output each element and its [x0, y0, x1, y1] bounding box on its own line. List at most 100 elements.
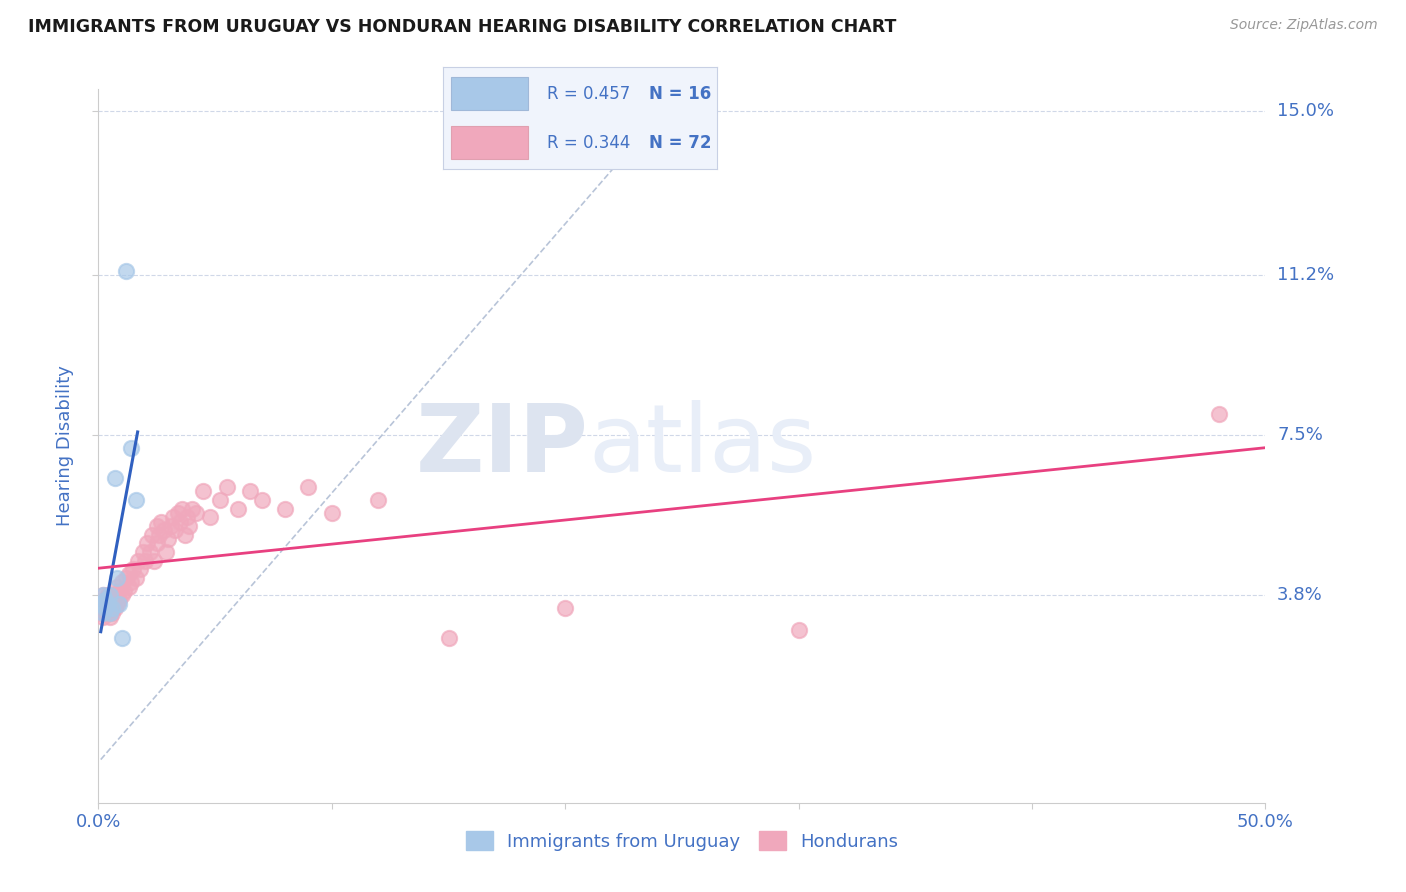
Point — [111, 632, 134, 646]
Point — [228, 501, 250, 516]
Point — [169, 515, 191, 529]
Point — [90, 597, 112, 611]
Point — [297, 480, 319, 494]
Text: 11.2%: 11.2% — [1277, 266, 1334, 285]
Point — [141, 527, 163, 541]
Text: 15.0%: 15.0% — [1277, 102, 1334, 120]
Point — [120, 575, 142, 590]
Point — [105, 571, 128, 585]
Point — [159, 519, 181, 533]
Point — [90, 597, 112, 611]
Point — [172, 501, 194, 516]
Bar — [451, 127, 527, 159]
Point — [143, 553, 166, 567]
Text: ZIP: ZIP — [416, 400, 589, 492]
Point — [91, 588, 114, 602]
Point — [1208, 407, 1230, 421]
Point — [97, 597, 120, 611]
Point — [104, 471, 127, 485]
Point — [179, 519, 201, 533]
Point — [105, 597, 128, 611]
Point — [101, 601, 124, 615]
Point — [193, 484, 215, 499]
Point — [186, 506, 208, 520]
Point — [136, 536, 159, 550]
Point — [148, 527, 170, 541]
Point — [437, 632, 460, 646]
Point — [125, 571, 148, 585]
Text: IMMIGRANTS FROM URUGUAY VS HONDURAN HEARING DISABILITY CORRELATION CHART: IMMIGRANTS FROM URUGUAY VS HONDURAN HEAR… — [28, 18, 897, 36]
Point — [94, 601, 117, 615]
Point — [200, 510, 222, 524]
Point — [215, 480, 238, 494]
Point — [115, 264, 138, 278]
Point — [94, 597, 117, 611]
Point — [150, 515, 173, 529]
Point — [367, 493, 389, 508]
Point — [787, 623, 810, 637]
Point — [155, 545, 177, 559]
Bar — [451, 77, 527, 110]
Point — [98, 601, 121, 615]
Point — [101, 597, 124, 611]
Point — [111, 588, 134, 602]
Point — [165, 524, 187, 538]
Point — [94, 592, 117, 607]
Point — [97, 597, 120, 611]
Point — [94, 592, 117, 607]
Text: Source: ZipAtlas.com: Source: ZipAtlas.com — [1230, 18, 1378, 32]
Point — [173, 527, 195, 541]
Point — [111, 575, 134, 590]
Point — [208, 493, 231, 508]
Point — [157, 532, 180, 546]
Point — [115, 571, 138, 585]
Point — [98, 606, 121, 620]
Point — [108, 597, 131, 611]
Text: N = 72: N = 72 — [648, 134, 711, 152]
Point — [112, 583, 135, 598]
Text: R = 0.457: R = 0.457 — [547, 85, 630, 103]
Point — [98, 610, 121, 624]
Point — [129, 562, 152, 576]
Point — [91, 610, 114, 624]
Point — [146, 536, 169, 550]
Point — [108, 592, 131, 607]
Point — [321, 506, 343, 520]
Point — [105, 580, 128, 594]
Y-axis label: Hearing Disability: Hearing Disability — [56, 366, 75, 526]
Point — [120, 441, 142, 455]
Point — [134, 553, 156, 567]
Point — [90, 606, 112, 620]
Point — [125, 493, 148, 508]
Point — [97, 588, 120, 602]
Point — [118, 566, 141, 581]
Point — [162, 510, 184, 524]
Text: atlas: atlas — [589, 400, 817, 492]
Point — [166, 506, 188, 520]
Point — [274, 501, 297, 516]
Point — [101, 606, 124, 620]
Point — [108, 583, 131, 598]
Point — [180, 501, 202, 516]
Point — [104, 601, 127, 615]
Point — [250, 493, 273, 508]
Point — [91, 601, 114, 615]
Point — [139, 545, 162, 559]
Point — [127, 553, 149, 567]
Point — [176, 510, 198, 524]
Point — [152, 524, 174, 538]
Text: 3.8%: 3.8% — [1277, 586, 1323, 604]
Legend: Immigrants from Uruguay, Hondurans: Immigrants from Uruguay, Hondurans — [458, 824, 905, 858]
Point — [122, 562, 145, 576]
Point — [91, 588, 114, 602]
Point — [104, 588, 127, 602]
Text: N = 16: N = 16 — [648, 85, 711, 103]
Point — [146, 519, 169, 533]
Point — [98, 588, 121, 602]
Point — [98, 592, 121, 607]
Text: 7.5%: 7.5% — [1277, 426, 1323, 444]
Point — [132, 545, 155, 559]
Point — [91, 606, 114, 620]
Point — [94, 606, 117, 620]
Text: R = 0.344: R = 0.344 — [547, 134, 630, 152]
